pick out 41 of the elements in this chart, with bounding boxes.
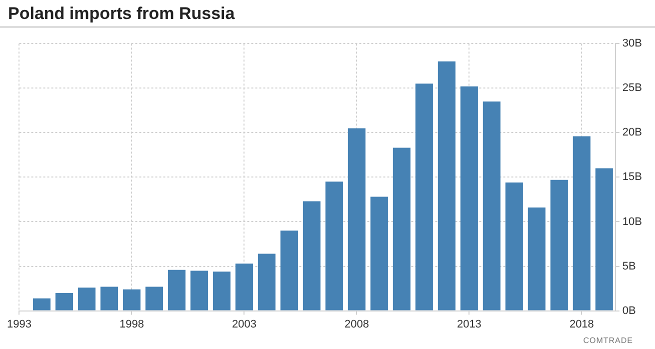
bar bbox=[100, 286, 118, 310]
bar bbox=[78, 288, 96, 310]
y-tick-label: 25B bbox=[622, 82, 642, 94]
x-tick-label: 1993 bbox=[6, 318, 32, 330]
bar bbox=[438, 61, 456, 310]
bar bbox=[370, 196, 388, 310]
x-tick-label: 1998 bbox=[119, 318, 144, 330]
x-tick-label: 2013 bbox=[456, 318, 482, 330]
bar bbox=[528, 207, 546, 310]
bar bbox=[122, 289, 140, 310]
bar bbox=[212, 272, 230, 310]
x-tick-label: 2003 bbox=[232, 318, 256, 330]
x-tick-label: 2018 bbox=[569, 318, 594, 330]
bar bbox=[392, 148, 410, 310]
bar bbox=[168, 270, 186, 310]
bar bbox=[415, 84, 433, 310]
bar bbox=[325, 182, 343, 310]
bar bbox=[258, 254, 276, 310]
bar bbox=[482, 101, 500, 310]
bar bbox=[460, 86, 478, 310]
bar bbox=[505, 182, 523, 310]
y-tick-label: 5B bbox=[622, 260, 636, 272]
bar bbox=[595, 168, 613, 310]
bar bbox=[235, 264, 253, 310]
y-tick-label: 10B bbox=[622, 216, 642, 228]
chart-title: Poland imports from Russia bbox=[0, 0, 655, 28]
bar bbox=[348, 128, 366, 310]
y-tick-label: 30B bbox=[622, 38, 642, 50]
y-tick-label: 20B bbox=[622, 126, 642, 139]
x-tick-label: 2008 bbox=[344, 318, 369, 330]
bar bbox=[55, 292, 74, 310]
bar bbox=[302, 201, 320, 310]
bar bbox=[572, 136, 590, 310]
bar bbox=[280, 230, 298, 310]
bar bbox=[550, 180, 568, 310]
bar bbox=[190, 270, 208, 310]
y-tick-label: 15B bbox=[622, 171, 642, 184]
bar bbox=[145, 286, 163, 310]
y-tick-label: 0B bbox=[622, 304, 636, 317]
text: COMTRADE bbox=[583, 336, 633, 345]
bar bbox=[32, 298, 51, 310]
